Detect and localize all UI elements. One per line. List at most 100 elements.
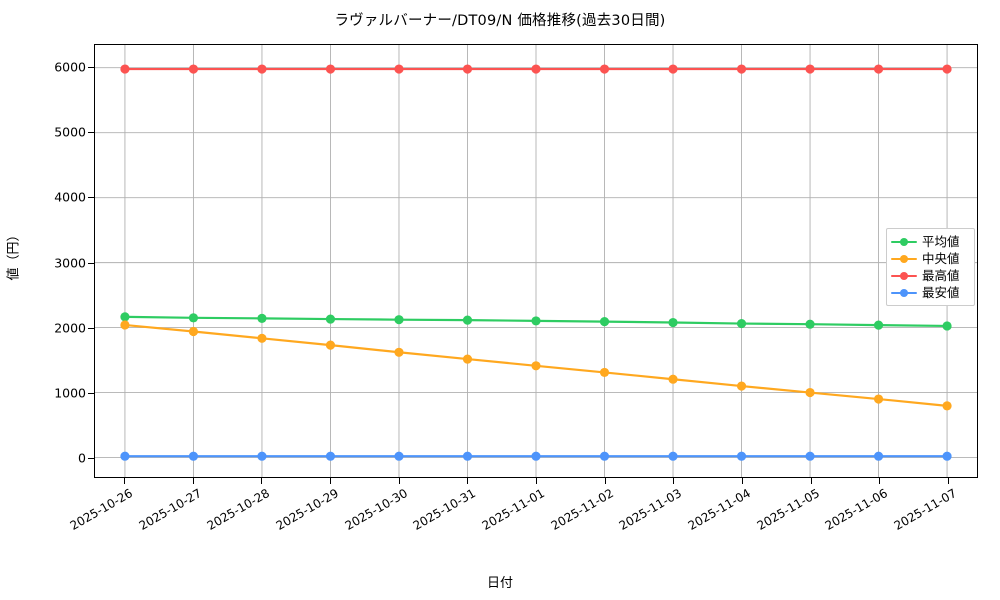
data-point-marker xyxy=(325,314,336,324)
data-point-marker xyxy=(257,64,267,74)
legend-item-0[interactable]: 平均値 xyxy=(891,233,969,250)
data-point-marker xyxy=(805,64,815,74)
data-point-marker xyxy=(394,347,404,357)
x-axis-tick-mark xyxy=(467,478,469,484)
data-point-marker xyxy=(873,394,884,404)
data-point-marker xyxy=(325,64,336,74)
data-point-marker xyxy=(531,316,541,326)
data-point-marker xyxy=(873,64,884,74)
x-axis-tick-label: 2025-10-29 xyxy=(273,486,341,533)
x-axis-tick-mark xyxy=(124,478,125,484)
data-point-marker xyxy=(668,317,678,328)
data-point-marker xyxy=(462,451,473,461)
y-axis-tick-label: 6000 xyxy=(54,59,86,75)
y-axis-tick-label: 5000 xyxy=(54,124,86,140)
y-axis-tick-mark xyxy=(88,393,94,395)
x-axis-tick-mark xyxy=(330,478,331,484)
data-point-marker xyxy=(462,315,473,325)
x-axis-tick-mark xyxy=(192,478,194,484)
x-axis-title: 日付 xyxy=(486,576,513,591)
data-point-marker xyxy=(599,367,610,377)
x-axis-tick-mark xyxy=(742,478,743,484)
data-point-marker xyxy=(462,354,473,364)
series-markers xyxy=(120,64,952,461)
x-axis-tick-label: 2025-10-28 xyxy=(204,486,273,533)
y-axis-tick-mark xyxy=(88,66,94,68)
data-point-marker xyxy=(599,317,610,327)
data-point-marker xyxy=(257,313,267,323)
data-point-marker xyxy=(257,451,267,461)
data-point-marker xyxy=(531,451,541,461)
data-point-marker xyxy=(736,451,747,461)
x-axis-tick-mark xyxy=(810,478,812,484)
y-axis-tick-mark xyxy=(88,458,94,460)
data-point-marker xyxy=(462,64,473,74)
x-axis-tick-mark xyxy=(948,478,949,484)
data-point-marker xyxy=(120,64,130,74)
y-axis-tick-labels: 0 1000 2000 3000 4000 5000 6000 xyxy=(22,44,86,478)
data-point-marker xyxy=(942,321,952,331)
x-axis-tick-labels: 2025-10-26 2025-10-27 2025-10-28 2025-10-29… xyxy=(68,486,978,556)
legend-label: 最高値 xyxy=(922,268,960,283)
chart-title: ラヴァルバーナー/DT09/N 価格推移(過去30日間) xyxy=(334,13,666,29)
x-axis-tick-mark xyxy=(398,478,400,484)
data-point-marker xyxy=(325,340,336,350)
data-point-marker xyxy=(805,319,815,329)
chart-legend[interactable]: 平均値中央値最高値 最安値 xyxy=(886,228,975,306)
data-point-marker xyxy=(120,312,130,322)
data-point-marker xyxy=(668,451,678,461)
data-point-marker xyxy=(942,401,952,411)
data-point-marker xyxy=(668,64,678,74)
legend-label: 平均値 xyxy=(922,234,960,249)
y-axis-tick-mark xyxy=(88,132,94,134)
data-point-marker xyxy=(873,451,884,461)
data-point-marker xyxy=(531,64,541,74)
data-point-marker xyxy=(394,315,404,325)
data-point-marker xyxy=(188,451,199,461)
x-axis-tick-label: 2025-10-30 xyxy=(342,486,410,533)
data-point-marker xyxy=(942,64,952,74)
legend-swatch-icon xyxy=(891,287,917,299)
legend-item-1[interactable]: 中央値 xyxy=(891,250,969,267)
data-point-marker xyxy=(736,381,747,391)
data-point-marker xyxy=(668,374,678,384)
data-point-marker xyxy=(736,64,747,74)
x-axis-tick-mark xyxy=(879,478,881,484)
x-axis-tick-label: 2025-11-01 xyxy=(479,486,547,533)
data-point-marker xyxy=(394,64,404,74)
y-axis-tick-label: 1000 xyxy=(54,385,86,401)
data-point-marker xyxy=(325,451,336,461)
plot-area xyxy=(94,44,978,478)
data-point-marker xyxy=(942,451,952,461)
legend-swatch-icon xyxy=(891,236,917,248)
data-point-marker xyxy=(257,333,267,343)
x-axis-tick-mark xyxy=(673,478,675,484)
x-axis-tick-label: 2025-10-27 xyxy=(136,486,204,533)
data-point-marker xyxy=(188,326,199,337)
legend-item-2[interactable]: 最高値 xyxy=(891,267,969,284)
data-point-marker xyxy=(805,387,815,398)
data-point-marker xyxy=(531,361,541,371)
y-axis-tick-label: 3000 xyxy=(54,255,86,271)
y-axis-tick-label: 2000 xyxy=(54,320,86,336)
data-point-marker xyxy=(188,313,199,323)
y-axis-tick-mark xyxy=(88,197,94,199)
data-point-marker xyxy=(805,451,815,461)
x-axis-tick-mark xyxy=(261,478,263,484)
legend-swatch-icon xyxy=(891,270,917,282)
x-axis-tick-label: 2025-11-06 xyxy=(822,486,891,533)
x-axis-tick-label: 2025-11-04 xyxy=(685,486,753,533)
x-axis-tick-marks xyxy=(94,478,978,486)
x-axis-tick-label: 2025-10-31 xyxy=(410,486,479,533)
data-point-marker xyxy=(736,318,747,329)
y-axis-tick-label: 4000 xyxy=(54,189,86,205)
legend-item-3[interactable]: 最安値 xyxy=(891,284,969,301)
x-axis-tick-mark xyxy=(536,478,537,484)
y-axis-tick-marks xyxy=(0,44,94,478)
data-point-marker xyxy=(873,320,884,330)
plot-svg xyxy=(95,45,977,477)
x-axis-tick-label: 2025-10-26 xyxy=(67,486,135,533)
legend-label: 中央値 xyxy=(922,251,960,266)
data-point-marker xyxy=(599,451,610,461)
